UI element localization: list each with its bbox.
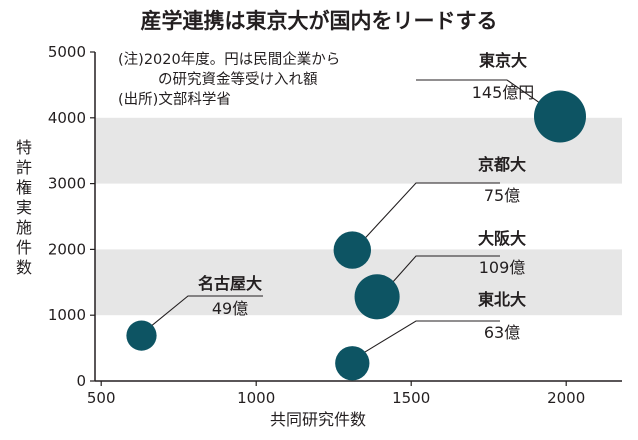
y-axis-label-char: 特	[16, 138, 32, 157]
x-axis-label: 共同研究件数	[270, 410, 366, 429]
bubble-4	[335, 346, 370, 381]
y-tick-label: 4000	[48, 109, 86, 127]
y-axis-label-char: 施	[16, 218, 32, 237]
bubble-name-label: 東北大	[478, 290, 526, 309]
y-tick-label: 2000	[48, 240, 86, 258]
y-axis-label-char: 許	[16, 158, 32, 177]
leader-line	[416, 79, 541, 104]
y-axis-label-char: 実	[16, 198, 32, 217]
x-tick-labels: 500 1000 1500 2000	[87, 381, 585, 407]
bubble-amount-label: 75億	[484, 186, 520, 205]
x-tick-label: 500	[87, 389, 116, 407]
bubble-3	[126, 320, 157, 351]
leader-lines	[150, 79, 541, 354]
bubble-amount-label: 109億	[479, 258, 526, 277]
bubble-name-label: 名古屋大	[198, 274, 262, 293]
bubble-2	[354, 274, 400, 320]
bubbles	[126, 90, 586, 381]
y-axis-label-char: 数	[16, 258, 32, 277]
y-tick-labels: 0 1000 2000 3000 4000 5000	[48, 43, 95, 390]
y-tick-label: 0	[76, 372, 86, 390]
note-line-2: の研究資金等受け入れ額	[158, 70, 318, 88]
bubble-name-label: 東京大	[479, 51, 527, 70]
leader-line	[150, 295, 263, 327]
note-line-3: (出所)文部科学省	[118, 91, 231, 108]
y-tick-label: 3000	[48, 175, 86, 193]
bubble-name-label: 京都大	[478, 155, 526, 174]
leader-line	[364, 182, 500, 240]
leader-line	[363, 320, 500, 354]
bubble-amount-label: 63億	[484, 323, 520, 342]
y-axis-label-char: 件	[16, 238, 32, 257]
leader-line	[391, 255, 500, 284]
bubble-1	[333, 231, 371, 269]
x-tick-label: 1500	[392, 389, 430, 407]
bubble-name-label: 大阪大	[478, 229, 526, 248]
bubble-amount-label: 49億	[212, 299, 248, 318]
x-tick-label: 1000	[237, 389, 275, 407]
bubble-0	[534, 90, 586, 143]
chart-title: 産学連携は東京大が国内をリードする	[141, 9, 498, 33]
y-axis-label-char: 権	[16, 178, 32, 197]
y-tick-label: 1000	[48, 306, 86, 324]
note-line-1: (注)2020年度。円は民間企業から	[118, 50, 340, 68]
grid-band-1	[95, 117, 622, 184]
y-tick-label: 5000	[48, 43, 86, 61]
x-tick-label: 2000	[547, 389, 585, 407]
bubble-amount-label: 145億円	[472, 83, 535, 102]
